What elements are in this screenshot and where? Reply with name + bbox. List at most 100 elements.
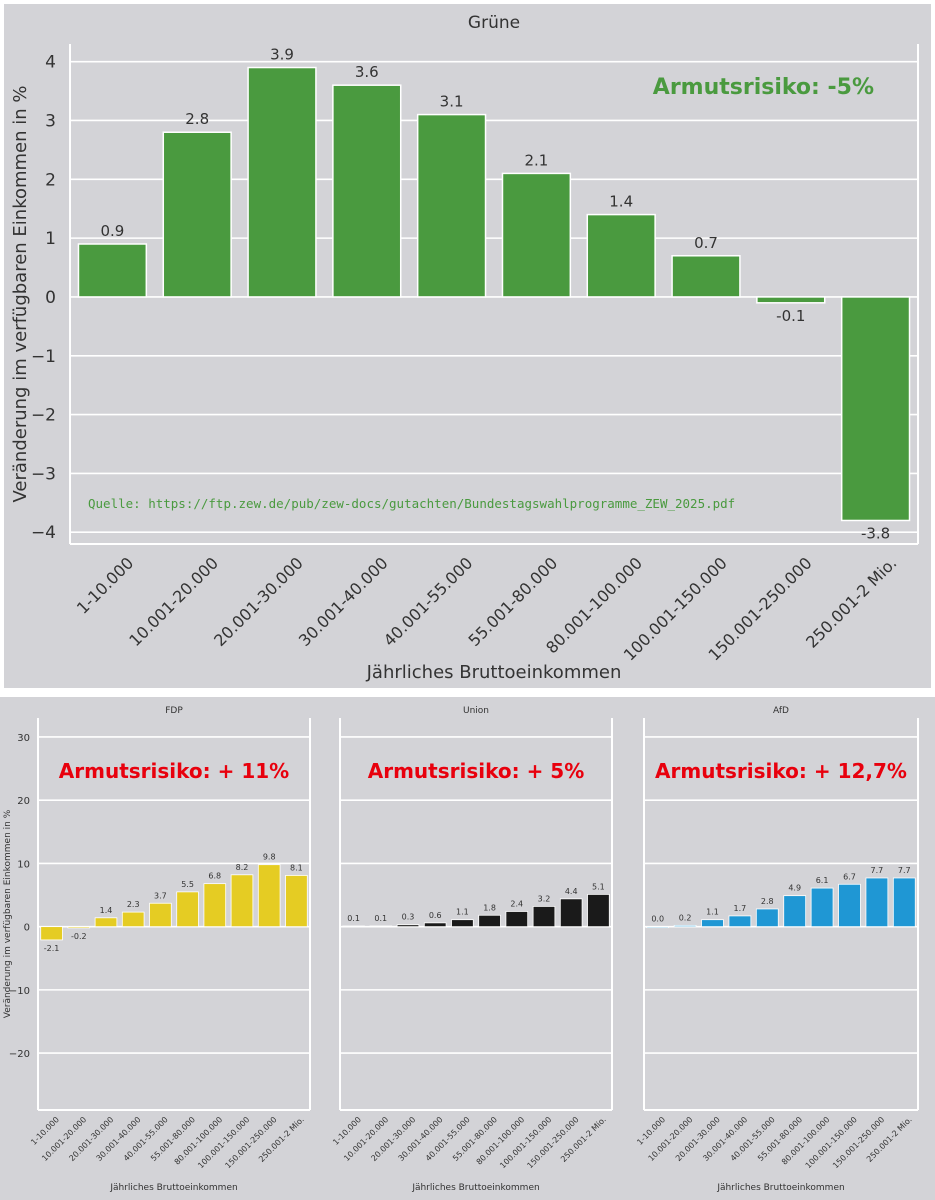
bar <box>285 875 308 928</box>
data-label: 1.1 <box>706 908 719 917</box>
bar <box>755 908 779 928</box>
data-label: 6.1 <box>816 876 829 885</box>
data-label: -2.1 <box>44 944 60 953</box>
data-label: 4.4 <box>565 887 578 896</box>
data-label: 0.2 <box>679 913 692 922</box>
chart-title: FDP <box>165 706 183 716</box>
bar <box>67 926 91 929</box>
data-label: 3.7 <box>154 891 167 900</box>
x-axis-label: Jährliches Bruttoeinkommen <box>716 1183 844 1193</box>
y-tick-label: −1 <box>31 347 56 367</box>
chart-title: AfD <box>773 706 789 716</box>
bar <box>840 296 911 522</box>
data-label: 0.9 <box>100 222 124 240</box>
bar <box>451 919 474 928</box>
bar <box>149 902 172 928</box>
bar <box>810 887 834 928</box>
bar <box>587 894 610 928</box>
data-label: 3.2 <box>538 894 551 903</box>
data-label: 4.9 <box>788 884 801 893</box>
bar <box>505 911 529 928</box>
y-tick-label: 20 <box>17 796 30 807</box>
bar <box>396 924 420 928</box>
data-label: 8.1 <box>290 863 303 872</box>
data-label: 7.7 <box>898 866 911 875</box>
data-label: 0.7 <box>694 234 718 252</box>
y-tick-label: 2 <box>45 170 56 190</box>
y-tick-label: −20 <box>9 1049 30 1060</box>
data-label: 0.0 <box>651 915 664 924</box>
data-label: 7.7 <box>871 866 884 875</box>
x-axis-label: Jährliches Bruttoeinkommen <box>109 1183 237 1193</box>
data-label: -0.2 <box>71 932 87 941</box>
data-label: 6.8 <box>208 872 221 881</box>
data-label: 1.4 <box>100 906 113 915</box>
data-label: 6.7 <box>843 872 856 881</box>
x-axis-label: Jährliches Bruttoeinkommen <box>366 662 622 683</box>
bar <box>586 213 656 298</box>
data-label: 5.1 <box>592 882 605 891</box>
bar <box>423 922 447 928</box>
data-label: 9.8 <box>263 853 276 862</box>
data-label: 0.1 <box>374 914 387 923</box>
bar <box>701 919 724 928</box>
bar <box>501 172 572 298</box>
y-tick-label: 1 <box>45 229 56 249</box>
bar <box>257 864 281 928</box>
data-label: 0.6 <box>429 911 442 920</box>
data-label: -3.8 <box>861 524 890 542</box>
bar <box>162 131 232 298</box>
bar <box>203 883 227 928</box>
data-label: 1.8 <box>483 903 496 912</box>
y-tick-label: 4 <box>45 53 56 73</box>
bar <box>478 914 501 928</box>
y-tick-label: −3 <box>31 464 56 484</box>
bar <box>756 296 826 304</box>
annotation-armutsrisiko: Armutsrisiko: + 11% <box>59 759 289 783</box>
data-label: -0.1 <box>776 307 805 325</box>
bar <box>838 883 861 928</box>
bar <box>176 891 199 928</box>
bar <box>673 924 697 928</box>
y-tick-label: −2 <box>31 406 56 426</box>
bar <box>783 895 807 928</box>
bar <box>416 113 487 298</box>
data-label: 1.7 <box>734 904 747 913</box>
bar <box>671 255 741 298</box>
data-label: 0.3 <box>402 913 415 922</box>
bar <box>559 898 583 928</box>
bar <box>230 874 254 928</box>
data-label: 1.4 <box>609 193 633 211</box>
chart-title: Grüne <box>468 13 520 33</box>
y-tick-label: −10 <box>9 986 30 997</box>
y-tick-label: 3 <box>45 111 56 131</box>
bar <box>121 911 145 928</box>
bar <box>40 926 63 941</box>
data-label: 0.1 <box>347 914 360 923</box>
y-tick-label: 30 <box>17 733 30 744</box>
x-axis-label: Jährliches Bruttoeinkommen <box>411 1183 539 1193</box>
data-label: 3.1 <box>440 93 464 111</box>
bar <box>77 243 148 298</box>
source-note: Quelle: https://ftp.zew.de/pub/zew-docs/… <box>88 496 735 511</box>
data-label: 2.8 <box>761 897 774 906</box>
bar <box>892 877 916 928</box>
data-label: 5.5 <box>181 880 194 889</box>
annotation-armutsrisiko: Armutsrisiko: + 5% <box>368 759 585 783</box>
data-label: 2.8 <box>185 110 209 128</box>
annotation-armutsrisiko: Armutsrisiko: -5% <box>653 75 874 100</box>
bar <box>646 926 670 929</box>
annotation-armutsrisiko: Armutsrisiko: + 12,7% <box>655 759 907 783</box>
bar <box>342 925 365 928</box>
bar <box>94 917 118 928</box>
data-label: 2.3 <box>127 900 140 909</box>
data-label: 3.6 <box>355 63 379 81</box>
bar <box>865 877 889 928</box>
y-tick-label: −4 <box>31 523 56 543</box>
bar <box>369 925 393 928</box>
bar <box>532 906 556 928</box>
data-label: 1.1 <box>456 908 469 917</box>
data-label: 8.2 <box>236 863 249 872</box>
data-label: 2.4 <box>510 899 523 908</box>
chart-title: Union <box>463 706 489 716</box>
